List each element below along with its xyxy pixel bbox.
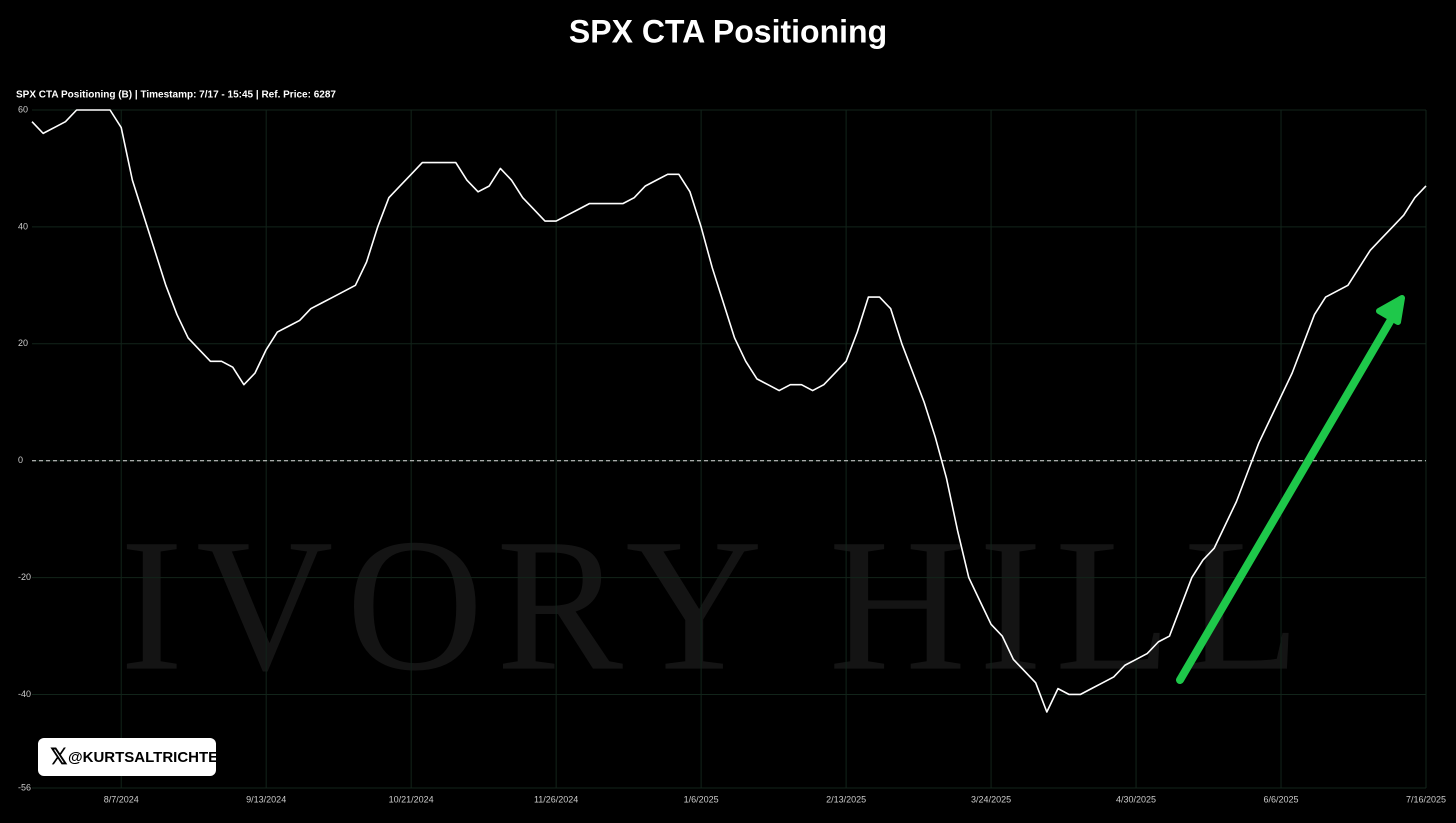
x-tick-label: 3/24/2025 [971,794,1011,804]
x-tick-label: 4/30/2025 [1116,794,1156,804]
y-tick-label: -56 [18,782,31,792]
credit: @KURTSALTRICHTER [68,749,229,766]
x-tick-label: 11/26/2024 [534,794,578,804]
watermark: IVORY HILL [120,501,1300,711]
x-logo: 𝕏 [50,744,68,769]
y-tick-label: -40 [18,689,31,699]
annotation-arrow [1176,314,1396,684]
arrow-head [1376,295,1405,325]
x-tick-label: 2/13/2025 [826,794,866,804]
chart-subtitle: SPX CTA Positioning (B) | Timestamp: 7/1… [16,90,336,101]
chart-title: SPX CTA Positioning [569,13,887,49]
y-tick-label: 40 [18,221,28,231]
x-tick-label: 1/6/2025 [684,794,719,804]
credit-badge [38,738,216,776]
x-tick-label: 10/21/2024 [389,794,434,804]
x-tick-label: 8/7/2024 [104,794,139,804]
x-tick-label: 9/13/2024 [246,794,286,804]
x-tick-label: 7/16/2025 [1406,794,1446,804]
y-tick-label: 20 [18,338,28,348]
x-tick-label: 6/6/2025 [1264,794,1299,804]
y-tick-label: 0 [18,455,23,465]
data-line [31,109,1427,713]
y-tick-label: 60 [18,104,28,114]
plot-area: -56 -40 -20 0 20 40 60 8/7/2024 9/13/2024 10/21/2… [18,104,1446,804]
y-tick-label: -20 [18,572,31,582]
